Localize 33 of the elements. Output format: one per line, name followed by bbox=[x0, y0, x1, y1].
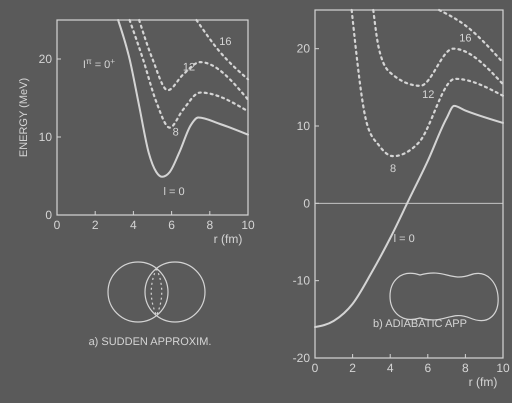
x-tick-label: 8 bbox=[462, 361, 470, 375]
x-axis-title: r (fm) bbox=[214, 232, 242, 246]
x-tick-label: 10 bbox=[496, 361, 510, 375]
y-tick-label: 20 bbox=[38, 52, 52, 66]
annotation: I$^{π}$ = 0$^{+}$ bbox=[82, 56, 116, 71]
series-label: l = 0 bbox=[394, 233, 415, 246]
series-label: l = 0 bbox=[163, 186, 185, 198]
series-label: 16 bbox=[459, 32, 472, 44]
series-label: 12 bbox=[422, 88, 434, 101]
x-axis-title: r (fm) bbox=[468, 375, 498, 389]
annotation: b) ADIABATIC APP bbox=[373, 318, 467, 330]
y-tick-label: 10 bbox=[38, 130, 52, 144]
series-label: 8 bbox=[390, 163, 396, 176]
series-label: 16 bbox=[219, 36, 232, 48]
x-tick-label: 4 bbox=[130, 218, 138, 232]
y-tick-label: -10 bbox=[292, 274, 310, 288]
x-tick-label: 2 bbox=[92, 218, 99, 232]
y-axis-title: ENERGY (MeV) bbox=[18, 78, 30, 158]
x-tick-label: 10 bbox=[241, 218, 255, 232]
x-tick-label: 6 bbox=[424, 361, 432, 375]
text: a) SUDDEN APPROXIM. bbox=[88, 336, 212, 348]
y-tick-label: -20 bbox=[292, 351, 310, 365]
x-tick-label: 0 bbox=[312, 361, 319, 375]
y-tick-label: 20 bbox=[296, 42, 310, 56]
x-tick-label: 2 bbox=[349, 361, 356, 375]
y-tick-label: 0 bbox=[45, 208, 52, 222]
y-tick-label: 10 bbox=[296, 119, 310, 133]
x-tick-label: 0 bbox=[54, 218, 61, 232]
series-label: 8 bbox=[172, 126, 179, 139]
x-tick-label: 6 bbox=[168, 218, 176, 232]
x-tick-label: 8 bbox=[206, 218, 214, 232]
y-tick-label: 0 bbox=[303, 196, 310, 210]
x-tick-label: 4 bbox=[386, 361, 394, 375]
